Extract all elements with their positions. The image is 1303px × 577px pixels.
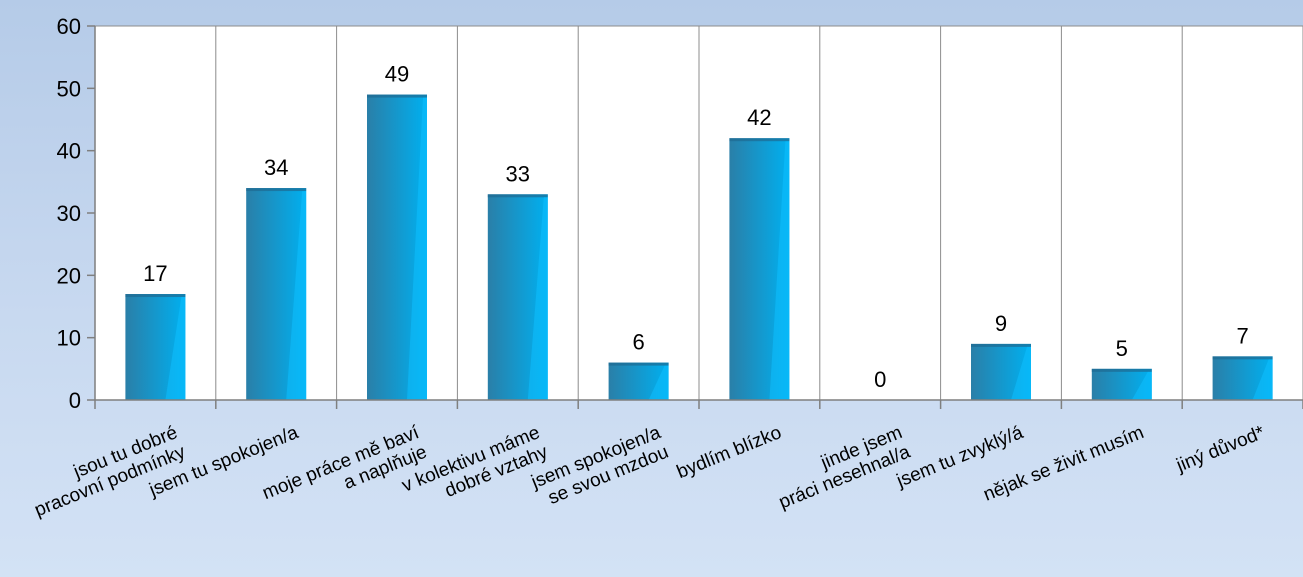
bar-top-edge <box>608 362 669 366</box>
data-label: 34 <box>264 155 288 180</box>
bar-facet <box>769 141 790 400</box>
data-label: 33 <box>506 161 530 186</box>
category-label: jiný důvod* <box>1173 422 1269 477</box>
axes <box>87 25 1303 409</box>
bar-facet <box>286 191 307 400</box>
data-label: 7 <box>1236 323 1248 348</box>
bar-top-edge <box>1212 356 1273 360</box>
bar-top-edge <box>487 194 548 198</box>
bar-top-edge <box>729 138 790 142</box>
bars <box>125 94 1273 401</box>
data-label: 9 <box>995 311 1007 336</box>
data-label: 42 <box>747 105 771 130</box>
bar-top-edge <box>246 188 307 192</box>
y-tick-label: 60 <box>57 14 81 39</box>
bar-top-edge <box>971 343 1031 347</box>
category-label-line: bydlím blízko <box>674 422 785 483</box>
bar-facet <box>527 197 548 400</box>
y-tick-label: 10 <box>57 326 81 351</box>
bar-facet <box>1131 371 1152 400</box>
category-label: jsem spokojen/ase svou mzdou <box>528 422 672 509</box>
data-label: 0 <box>874 367 886 392</box>
data-label: 6 <box>632 330 644 355</box>
y-tick-label: 40 <box>57 139 81 164</box>
bar-facet <box>648 365 669 400</box>
bar-top-edge <box>367 94 427 98</box>
category-label-line: jiný důvod* <box>1173 422 1269 477</box>
data-label: 5 <box>1116 336 1128 361</box>
y-tick-label: 30 <box>57 201 81 226</box>
bar-top-edge <box>1091 368 1152 372</box>
bar-top-edge <box>125 294 186 298</box>
y-tick-label: 0 <box>69 388 81 413</box>
gridlines <box>95 25 1303 400</box>
bar-facet <box>407 97 427 401</box>
y-tick-label: 20 <box>57 263 81 288</box>
data-label: 49 <box>385 62 409 87</box>
data-label: 17 <box>143 261 167 286</box>
bar-facet <box>1011 346 1031 400</box>
category-label: bydlím blízko <box>674 422 785 483</box>
y-tick-label: 50 <box>57 76 81 101</box>
bar-facet <box>1252 359 1273 400</box>
bar-facet <box>165 297 186 400</box>
